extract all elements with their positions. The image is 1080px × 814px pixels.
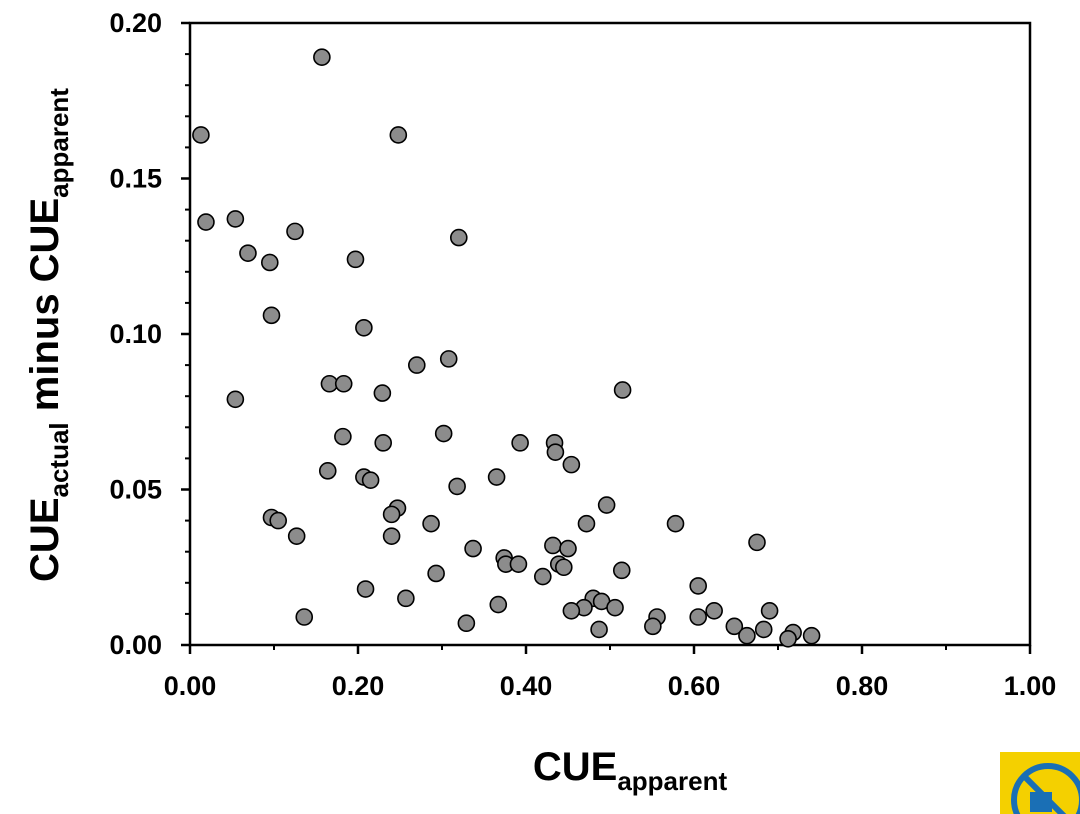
- x-axis: 0.00 0.20 0.40 0.60 0.80 1.00: [164, 645, 1057, 701]
- data-point: [509, 555, 528, 573]
- data-points: [192, 48, 821, 648]
- data-point: [612, 561, 631, 580]
- data-point: [382, 505, 401, 524]
- data-point: [597, 496, 616, 514]
- data-point: [533, 567, 552, 586]
- data-point: [192, 126, 210, 144]
- data-point: [606, 598, 624, 617]
- data-point: [287, 527, 306, 545]
- x-axis-title-main: CUE: [533, 745, 617, 789]
- data-point: [355, 318, 373, 337]
- data-point: [382, 527, 401, 545]
- data-point: [689, 577, 708, 595]
- x-tick-label: 0.40: [500, 671, 553, 701]
- x-tick-label: 0.00: [164, 671, 217, 701]
- data-point: [448, 477, 466, 496]
- y-tick-label: 0.10: [109, 319, 162, 349]
- data-point: [269, 511, 288, 530]
- y-axis-title-sub1: actual: [44, 422, 74, 497]
- data-point: [544, 536, 562, 555]
- data-point: [562, 601, 581, 620]
- data-point: [577, 514, 596, 533]
- plot-frame: [188, 21, 1032, 647]
- data-point: [562, 455, 581, 474]
- data-point: [590, 620, 608, 639]
- data-point: [779, 629, 797, 648]
- data-point: [334, 374, 353, 393]
- y-axis-title-sub2: apparent: [44, 88, 74, 198]
- data-point: [239, 244, 257, 262]
- data-point: [356, 580, 375, 598]
- accessibility-badge-icon: [1000, 752, 1080, 814]
- y-axis-title-mid: minus CUE: [23, 198, 67, 422]
- data-point: [295, 608, 314, 626]
- data-point: [449, 228, 468, 247]
- data-point: [374, 434, 393, 452]
- data-point: [346, 250, 365, 269]
- data-point: [705, 601, 723, 620]
- data-point: [313, 48, 331, 67]
- data-point: [361, 471, 380, 489]
- data-point: [487, 468, 506, 486]
- x-axis-title: CUEapparent: [533, 745, 728, 796]
- data-point: [318, 462, 337, 480]
- data-point: [260, 253, 279, 272]
- y-axis-title: CUEactual minus CUEapparent: [23, 88, 74, 582]
- data-point: [286, 222, 304, 241]
- data-point: [689, 608, 708, 626]
- data-point: [511, 434, 529, 452]
- data-point: [644, 617, 662, 636]
- x-axis-title-sub: apparent: [617, 766, 727, 796]
- data-point: [457, 614, 476, 633]
- y-tick-label: 0.05: [109, 475, 162, 505]
- data-point: [226, 390, 245, 409]
- y-tick-label: 0.00: [109, 630, 162, 660]
- data-point: [373, 384, 392, 402]
- data-point: [439, 350, 458, 368]
- y-axis: 0.00 0.05 0.10 0.15 0.20: [109, 8, 190, 660]
- data-point: [738, 626, 756, 645]
- data-point: [489, 595, 508, 614]
- data-point: [422, 514, 440, 533]
- x-tick-label: 0.20: [332, 671, 385, 701]
- data-point: [226, 210, 245, 228]
- data-point: [197, 213, 215, 231]
- x-tick-label: 0.60: [668, 671, 721, 701]
- data-point: [262, 306, 281, 325]
- data-point: [613, 381, 632, 399]
- y-tick-label: 0.15: [109, 164, 162, 194]
- data-point: [725, 617, 744, 636]
- data-point: [802, 626, 821, 645]
- data-point: [407, 356, 426, 374]
- data-point: [754, 620, 773, 639]
- data-point: [427, 564, 445, 583]
- data-point: [434, 424, 453, 443]
- data-point: [397, 589, 415, 608]
- plot-area: 0.00 0.05 0.10 0.15 0.20 0.00 0.20 0.40 0.60 0.8…: [109, 8, 1056, 701]
- data-point: [334, 427, 352, 446]
- data-point: [464, 539, 482, 558]
- y-axis-title-main: CUE: [23, 498, 67, 582]
- y-tick-label: 0.20: [109, 8, 162, 38]
- data-point: [666, 514, 685, 533]
- data-point: [554, 558, 573, 577]
- data-point: [389, 126, 408, 144]
- data-point: [546, 443, 565, 461]
- data-point: [748, 533, 766, 552]
- x-tick-label: 1.00: [1004, 671, 1057, 701]
- data-point: [760, 601, 779, 620]
- data-point: [559, 539, 577, 558]
- x-tick-label: 0.80: [836, 671, 889, 701]
